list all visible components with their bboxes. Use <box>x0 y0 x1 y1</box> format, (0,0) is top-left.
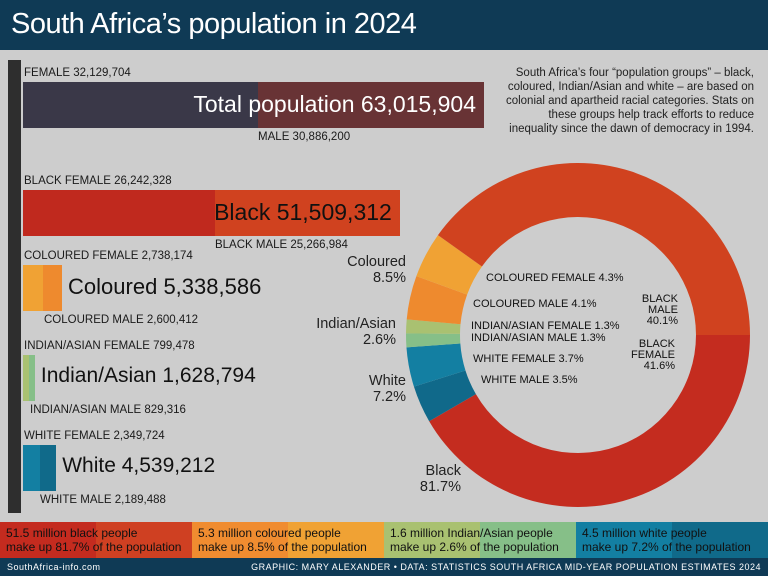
footer-site: SouthAfrica-info.com <box>7 562 101 572</box>
label-indian-male: INDIAN/ASIAN MALE 1.3% <box>471 332 606 344</box>
male-label: BLACK MALE 25,266,984 <box>214 239 348 251</box>
bar-female-segment <box>23 82 259 128</box>
summary-line1: 5.3 million coloured people <box>198 526 341 540</box>
total-label: Total population 63,015,904 <box>193 91 476 117</box>
female-label: BLACK FEMALE 26,242,328 <box>24 175 172 187</box>
male-label: INDIAN/ASIAN MALE 829,316 <box>30 404 186 416</box>
bar-coloured <box>23 265 63 311</box>
label-indian-female: INDIAN/ASIAN FEMALE 1.3% <box>471 320 620 332</box>
male-label: MALE 30,886,200 <box>258 131 351 143</box>
label-black-female: BLACK FEMALE 41.6% <box>630 338 675 372</box>
bar-female-segment <box>23 355 29 401</box>
label-black: Black 81.7% <box>419 463 461 495</box>
summary-segment: 4.5 million white people make up 7.2% of … <box>576 522 768 558</box>
summary-segment: 5.3 million coloured people make up 8.5% … <box>192 522 384 558</box>
male-label: COLOURED MALE 2,600,412 <box>44 314 199 326</box>
summary-line2: make up 8.5% of the population <box>198 540 367 554</box>
summary-line2: make up 81.7% of the population <box>6 540 182 554</box>
bar-male-segment <box>28 355 35 401</box>
total-label: Coloured 5,338,586 <box>68 274 262 299</box>
left-accent-bar <box>8 60 21 513</box>
female-label: INDIAN/ASIAN FEMALE 799,478 <box>24 340 195 352</box>
female-label: FEMALE 32,129,704 <box>24 67 131 79</box>
label-white: White 7.2% <box>368 373 406 405</box>
summary-line1: 51.5 million black people <box>6 526 138 540</box>
intro-text: South Africa’s four “population groups” … <box>505 67 754 135</box>
bar-black <box>23 190 400 236</box>
bar-indian-asian <box>23 355 35 401</box>
summary-segment: 51.5 million black people make up 81.7% o… <box>0 522 192 558</box>
footer-credit: GRAPHIC: MARY ALEXANDER • DATA: STATISTI… <box>251 562 761 572</box>
summary-line1: 1.6 million Indian/Asian people <box>390 526 553 540</box>
bar-female-segment <box>23 190 215 236</box>
bar-male-segment <box>258 82 484 128</box>
summary-line1: 4.5 million white people <box>582 526 707 540</box>
label-coloured-female: COLOURED FEMALE 4.3% <box>486 272 624 284</box>
label-white-male: WHITE MALE 3.5% <box>481 374 578 386</box>
donut-slice-coloured-female <box>416 235 482 295</box>
summary-line2: make up 2.6% of the population <box>390 540 559 554</box>
bar-white <box>23 445 57 491</box>
footer: SouthAfrica-info.com GRAPHIC: MARY ALEXA… <box>0 558 768 576</box>
donut-slice-black-male <box>437 162 750 335</box>
donut-slice-white-female <box>406 343 466 387</box>
donut-slice-indian-asian-female <box>406 319 461 334</box>
summary-segment: 1.6 million Indian/Asian people make up 2… <box>384 522 576 558</box>
page-title: South Africa’s population in 2024 <box>11 8 417 40</box>
bar-male-segment <box>40 445 57 491</box>
header-bar <box>0 0 768 50</box>
female-label: COLOURED FEMALE 2,738,174 <box>24 250 193 262</box>
male-label: WHITE MALE 2,189,488 <box>40 494 166 506</box>
label-coloured-male: COLOURED MALE 4.1% <box>473 298 597 310</box>
donut-slice-indian-asian-male <box>406 333 461 348</box>
label-black-male: BLACK MALE 40.1% <box>641 293 678 327</box>
total-label: Indian/Asian 1,628,794 <box>40 364 256 387</box>
donut-slice-coloured-male <box>406 276 468 325</box>
total-label: Black 51,509,312 <box>214 199 392 225</box>
summary-line2: make up 7.2% of the population <box>582 540 751 554</box>
donut-slice-white-male <box>413 370 476 422</box>
summary-band: 51.5 million black people make up 81.7% o… <box>0 522 768 558</box>
label-coloured: Coloured 8.5% <box>347 254 406 286</box>
label-white-female: WHITE FEMALE 3.7% <box>473 353 584 365</box>
bar-female-segment <box>23 445 41 491</box>
bar-male-segment <box>214 190 400 236</box>
donut-slice-black-female <box>429 335 750 507</box>
bar-male-segment <box>43 265 63 311</box>
female-label: WHITE FEMALE 2,349,724 <box>24 430 165 442</box>
bar-total-population <box>23 82 484 128</box>
bar-female-segment <box>23 265 44 311</box>
total-label: White 4,539,212 <box>62 454 216 477</box>
label-indian-asian: Indian/Asian 2.6% <box>316 316 396 348</box>
